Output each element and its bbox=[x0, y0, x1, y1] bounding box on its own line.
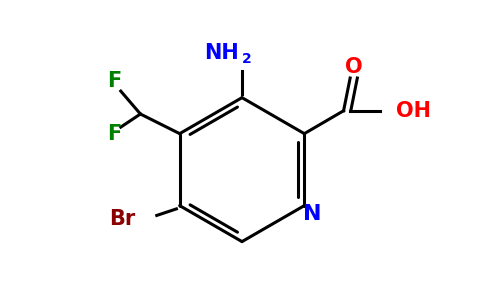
Text: N: N bbox=[303, 204, 322, 224]
Text: NH: NH bbox=[204, 44, 239, 64]
Text: O: O bbox=[345, 57, 362, 76]
Text: F: F bbox=[107, 71, 121, 91]
Text: Br: Br bbox=[109, 209, 136, 229]
Text: F: F bbox=[107, 124, 121, 144]
Text: 2: 2 bbox=[242, 52, 252, 66]
Text: OH: OH bbox=[396, 101, 431, 121]
